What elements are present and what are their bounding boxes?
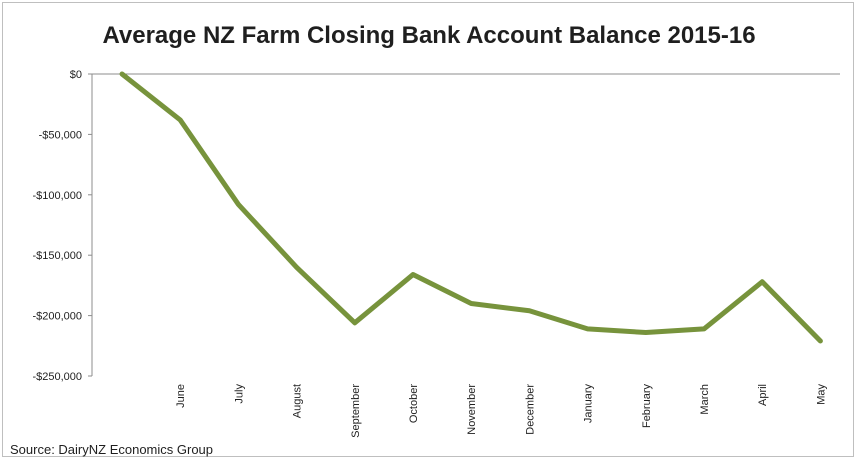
x-tick-label: August: [292, 384, 304, 418]
chart-title: Average NZ Farm Closing Bank Account Bal…: [102, 22, 756, 49]
x-tick-label: September: [350, 384, 362, 438]
y-tick-label: -$250,000: [32, 371, 82, 383]
y-tick-label: -$200,000: [32, 311, 82, 323]
series-line: [119, 71, 823, 344]
source-note: Source: DairyNZ Economics Group: [10, 442, 214, 457]
x-tick-label: December: [524, 384, 536, 435]
x-tick-label: June: [175, 384, 187, 408]
y-tick-label: $0: [70, 69, 82, 81]
y-tick-label: -$100,000: [32, 190, 82, 202]
y-tick-label: -$50,000: [39, 129, 82, 141]
x-tick-label: May: [815, 384, 827, 405]
x-tick-label: April: [757, 384, 769, 406]
x-tick-label: October: [408, 384, 420, 423]
x-tick-label: November: [466, 384, 478, 435]
x-tick-label: March: [699, 384, 711, 415]
x-tick-label: January: [583, 384, 595, 424]
x-tick-label: July: [233, 384, 245, 404]
y-tick-label: -$150,000: [32, 250, 82, 262]
x-tick-label: February: [641, 384, 653, 429]
